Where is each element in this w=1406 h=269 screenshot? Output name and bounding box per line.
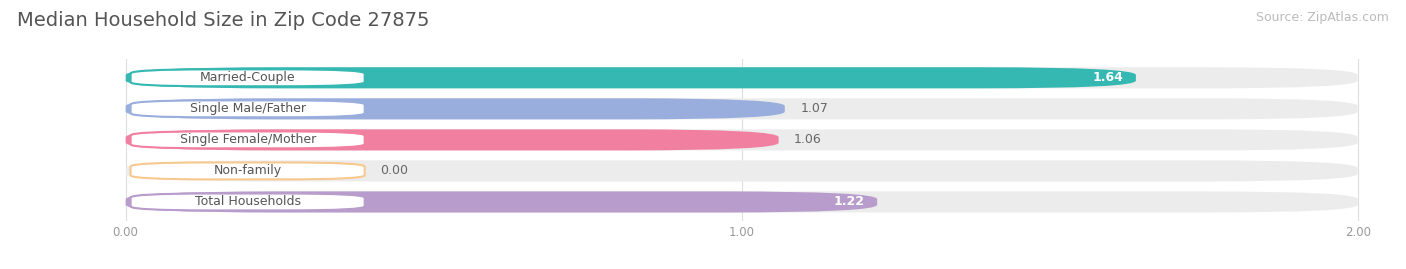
Text: Married-Couple: Married-Couple bbox=[200, 71, 295, 84]
FancyBboxPatch shape bbox=[125, 98, 1358, 119]
FancyBboxPatch shape bbox=[125, 98, 785, 119]
Text: 0.00: 0.00 bbox=[380, 164, 408, 178]
FancyBboxPatch shape bbox=[131, 69, 364, 86]
FancyBboxPatch shape bbox=[125, 67, 1136, 88]
Text: Single Male/Father: Single Male/Father bbox=[190, 102, 305, 115]
Text: 1.22: 1.22 bbox=[834, 196, 865, 208]
Text: 1.07: 1.07 bbox=[800, 102, 828, 115]
Text: Source: ZipAtlas.com: Source: ZipAtlas.com bbox=[1256, 11, 1389, 24]
Text: Median Household Size in Zip Code 27875: Median Household Size in Zip Code 27875 bbox=[17, 11, 429, 30]
Text: 1.06: 1.06 bbox=[794, 133, 821, 146]
FancyBboxPatch shape bbox=[125, 129, 779, 150]
FancyBboxPatch shape bbox=[125, 160, 1358, 182]
FancyBboxPatch shape bbox=[125, 192, 1358, 213]
Text: 1.64: 1.64 bbox=[1092, 71, 1123, 84]
FancyBboxPatch shape bbox=[131, 162, 364, 179]
FancyBboxPatch shape bbox=[131, 132, 364, 148]
FancyBboxPatch shape bbox=[131, 193, 364, 210]
Text: Total Households: Total Households bbox=[194, 196, 301, 208]
FancyBboxPatch shape bbox=[125, 67, 1358, 88]
FancyBboxPatch shape bbox=[125, 129, 1358, 150]
Text: Single Female/Mother: Single Female/Mother bbox=[180, 133, 316, 146]
Text: Non-family: Non-family bbox=[214, 164, 281, 178]
FancyBboxPatch shape bbox=[131, 100, 364, 117]
FancyBboxPatch shape bbox=[125, 192, 877, 213]
